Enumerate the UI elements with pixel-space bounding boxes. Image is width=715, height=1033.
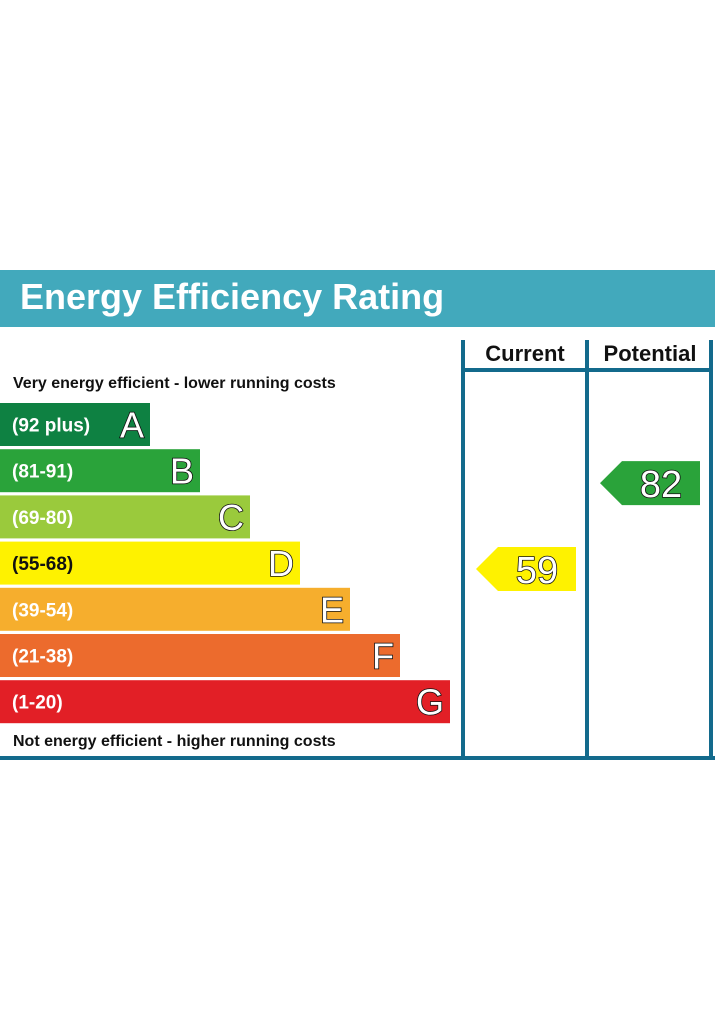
frame-left-divider xyxy=(461,340,465,759)
band-bar-c xyxy=(0,495,250,539)
band-d: (55-68) D xyxy=(0,541,300,585)
band-range-e: (39-54) xyxy=(12,600,73,621)
band-range-g: (1-20) xyxy=(12,693,63,714)
band-letter-b: B xyxy=(170,451,194,492)
bottom-caption: Not energy efficient - higher running co… xyxy=(13,733,336,750)
band-bar-f xyxy=(0,634,400,677)
column-header-potential: Potential xyxy=(604,341,697,366)
band-range-a: (92 plus) xyxy=(12,416,90,437)
band-f: (21-38) F xyxy=(0,634,400,677)
band-a: (92 plus) A xyxy=(0,403,150,446)
title-banner xyxy=(0,270,715,327)
band-range-d: (55-68) xyxy=(12,554,73,575)
band-letter-e: E xyxy=(320,589,344,630)
band-letter-c: C xyxy=(218,497,244,538)
chart-frame xyxy=(0,340,715,760)
potential-rating: 82 xyxy=(600,461,700,507)
band-bar-b xyxy=(0,449,200,493)
frame-bottom-rule xyxy=(0,756,715,760)
band-range-f: (21-38) xyxy=(12,647,73,668)
band-e: (39-54) E xyxy=(0,587,350,631)
frame-header-rule-potential xyxy=(585,368,713,372)
top-caption: Very energy efficient - lower running co… xyxy=(13,375,336,392)
band-b: (81-91) B xyxy=(0,449,200,493)
band-bar-e xyxy=(0,587,350,631)
current-rating-value: 59 xyxy=(516,550,558,592)
band-bar-g xyxy=(0,680,450,724)
band-bar-a xyxy=(0,403,150,446)
current-rating-arrow xyxy=(476,547,576,592)
band-bar-d xyxy=(0,541,300,585)
band-range-b: (81-91) xyxy=(12,462,73,483)
rating-arrows: 59 82 xyxy=(476,461,700,593)
frame-right-edge xyxy=(709,340,713,759)
band-letter-g: G xyxy=(416,682,444,723)
band-letter-f: F xyxy=(372,636,394,677)
frame-middle-divider xyxy=(585,340,589,759)
frame-header-rule-current xyxy=(461,368,589,372)
band-letter-d: D xyxy=(268,543,294,584)
band-letter-a: A xyxy=(120,405,144,446)
column-header-current: Current xyxy=(485,341,565,366)
chart-title: Energy Efficiency Rating xyxy=(20,276,444,317)
rating-bands: (92 plus) A(81-91) B(69-80) C(55-68) D(39-54… xyxy=(0,403,450,724)
band-g: (1-20) G xyxy=(0,680,450,724)
potential-rating-value: 82 xyxy=(640,464,682,506)
band-c: (69-80) C xyxy=(0,495,250,539)
band-range-c: (69-80) xyxy=(12,508,73,529)
potential-rating-arrow xyxy=(600,461,700,506)
current-rating: 59 xyxy=(476,547,576,593)
